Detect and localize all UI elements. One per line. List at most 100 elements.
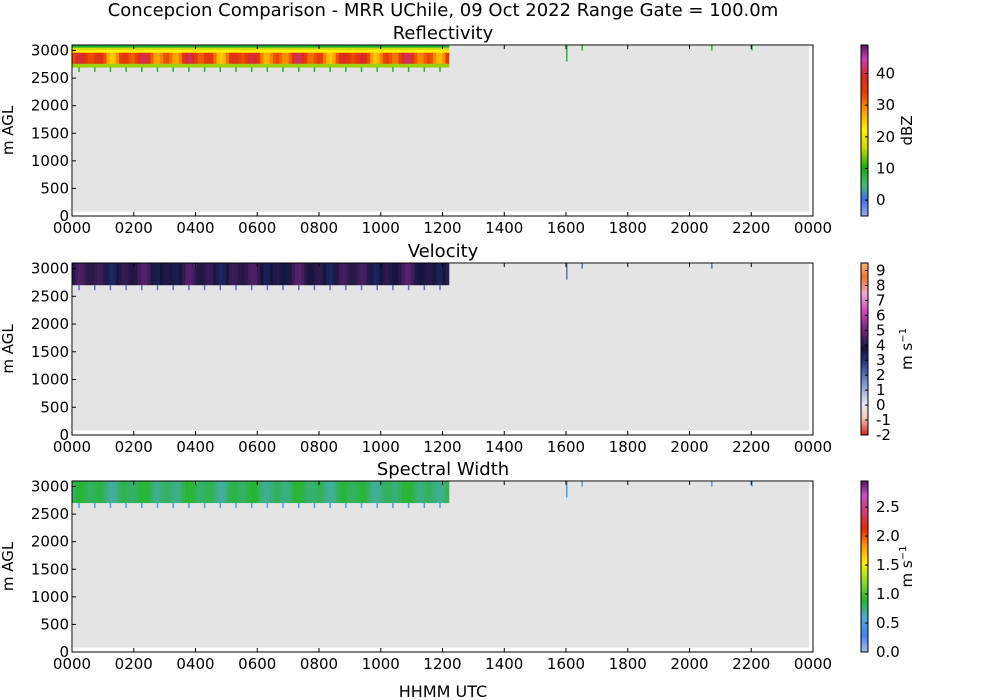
echo-cell [276,49,280,54]
echo-cell [354,52,359,65]
echo-cell [354,45,359,49]
echo-cell [131,481,136,504]
echo-cell [407,47,412,51]
x-tick-label: 0000 [53,219,91,237]
y-tick-label: 2500 [31,505,69,523]
x-tick-label: 0400 [176,219,214,237]
x-tick-label: 0000 [794,438,832,456]
echo-cell [442,52,447,65]
echo-cell [115,63,120,68]
echo-cell [210,45,214,49]
echo-cell [379,47,384,51]
virga-streak [125,67,127,73]
echo-cell [172,49,177,54]
echo-cell [216,47,221,51]
echo-cell [97,45,101,49]
y-tick-label: 1000 [31,588,69,606]
echo-cell [298,49,302,54]
echo-cell [254,49,258,54]
x-tick-label: 0800 [300,438,338,456]
echo-cell [153,52,158,65]
echo-cell [288,52,293,65]
echo-cell [392,52,396,65]
echo-cell [87,63,92,68]
echo-cell [235,45,239,49]
echo-cell [128,481,133,504]
virga-streak [266,67,269,73]
echo-cell [238,45,243,49]
echo-cell [310,263,315,286]
virga-streak [345,67,347,73]
x-tick-label: 0200 [115,438,153,456]
echo-cell [319,52,324,65]
echo-cell [181,481,186,504]
echo-cell [385,45,390,49]
echo-cell [75,263,79,286]
echo-cell [373,481,378,504]
echo-cell [159,52,164,65]
echo-cell [235,47,239,51]
colorbar-tick-label: 0.0 [876,643,900,661]
echo-cell [357,47,362,51]
echo-cell [93,263,98,286]
echo-cell [376,49,381,54]
echo-cell [232,47,236,51]
echo-cell [163,47,167,51]
echo-cell [216,52,221,65]
x-tick-label: 1800 [609,219,647,237]
echo-cell [93,481,98,504]
echo-cell [238,263,243,286]
colorbar-tick-label: 10 [876,160,895,178]
echo-cell [188,49,192,54]
echo-cell [232,263,236,286]
echo-cell [247,45,252,49]
echo-cell [232,63,236,68]
x-tick-label: 1200 [423,655,461,673]
virga-streak [78,67,80,73]
isolated-echo [581,481,583,487]
isolated-echo [711,481,713,487]
y-axis-label: m AGL [0,541,17,591]
echo-cell [144,49,148,54]
echo-cell [115,481,120,504]
echo-cell [115,52,120,65]
echo-cell [398,263,403,286]
echo-cell [106,45,111,49]
echo-cell [285,263,290,286]
echo-cell [404,263,409,286]
echo-cell [335,47,340,51]
echo-cell [238,481,243,504]
echo-cell [166,45,170,49]
echo-cell [93,47,98,51]
echo-cell [363,45,368,49]
x-tick-label: 0600 [238,219,276,237]
echo-cell [115,49,120,54]
echo-cell [313,52,318,65]
echo-cell [172,481,177,504]
echo-cell [429,49,434,54]
echo-cell [335,263,340,286]
echo-cell [250,45,255,49]
echo-cell [370,45,374,49]
colorbar-tick-label: 0 [876,191,886,209]
echo-cell [228,47,233,51]
echo-cell [307,263,312,286]
y-tick-label: 500 [40,179,69,197]
virga-streak [407,503,410,509]
echo-cell [367,263,371,286]
echo-cell [232,49,236,54]
echo-cell [345,45,349,49]
echo-cell [225,63,230,68]
echo-cell [166,47,170,51]
echo-cell [341,47,346,51]
virga-streak [298,503,300,509]
echo-cell [392,263,396,286]
echo-cell [72,481,76,504]
echo-cell [112,52,117,65]
echo-cell [439,481,443,504]
echo-cell [298,63,302,68]
echo-cell [100,63,104,68]
virga-streak [329,285,331,291]
echo-cell [426,263,431,286]
echo-cell [87,52,92,65]
